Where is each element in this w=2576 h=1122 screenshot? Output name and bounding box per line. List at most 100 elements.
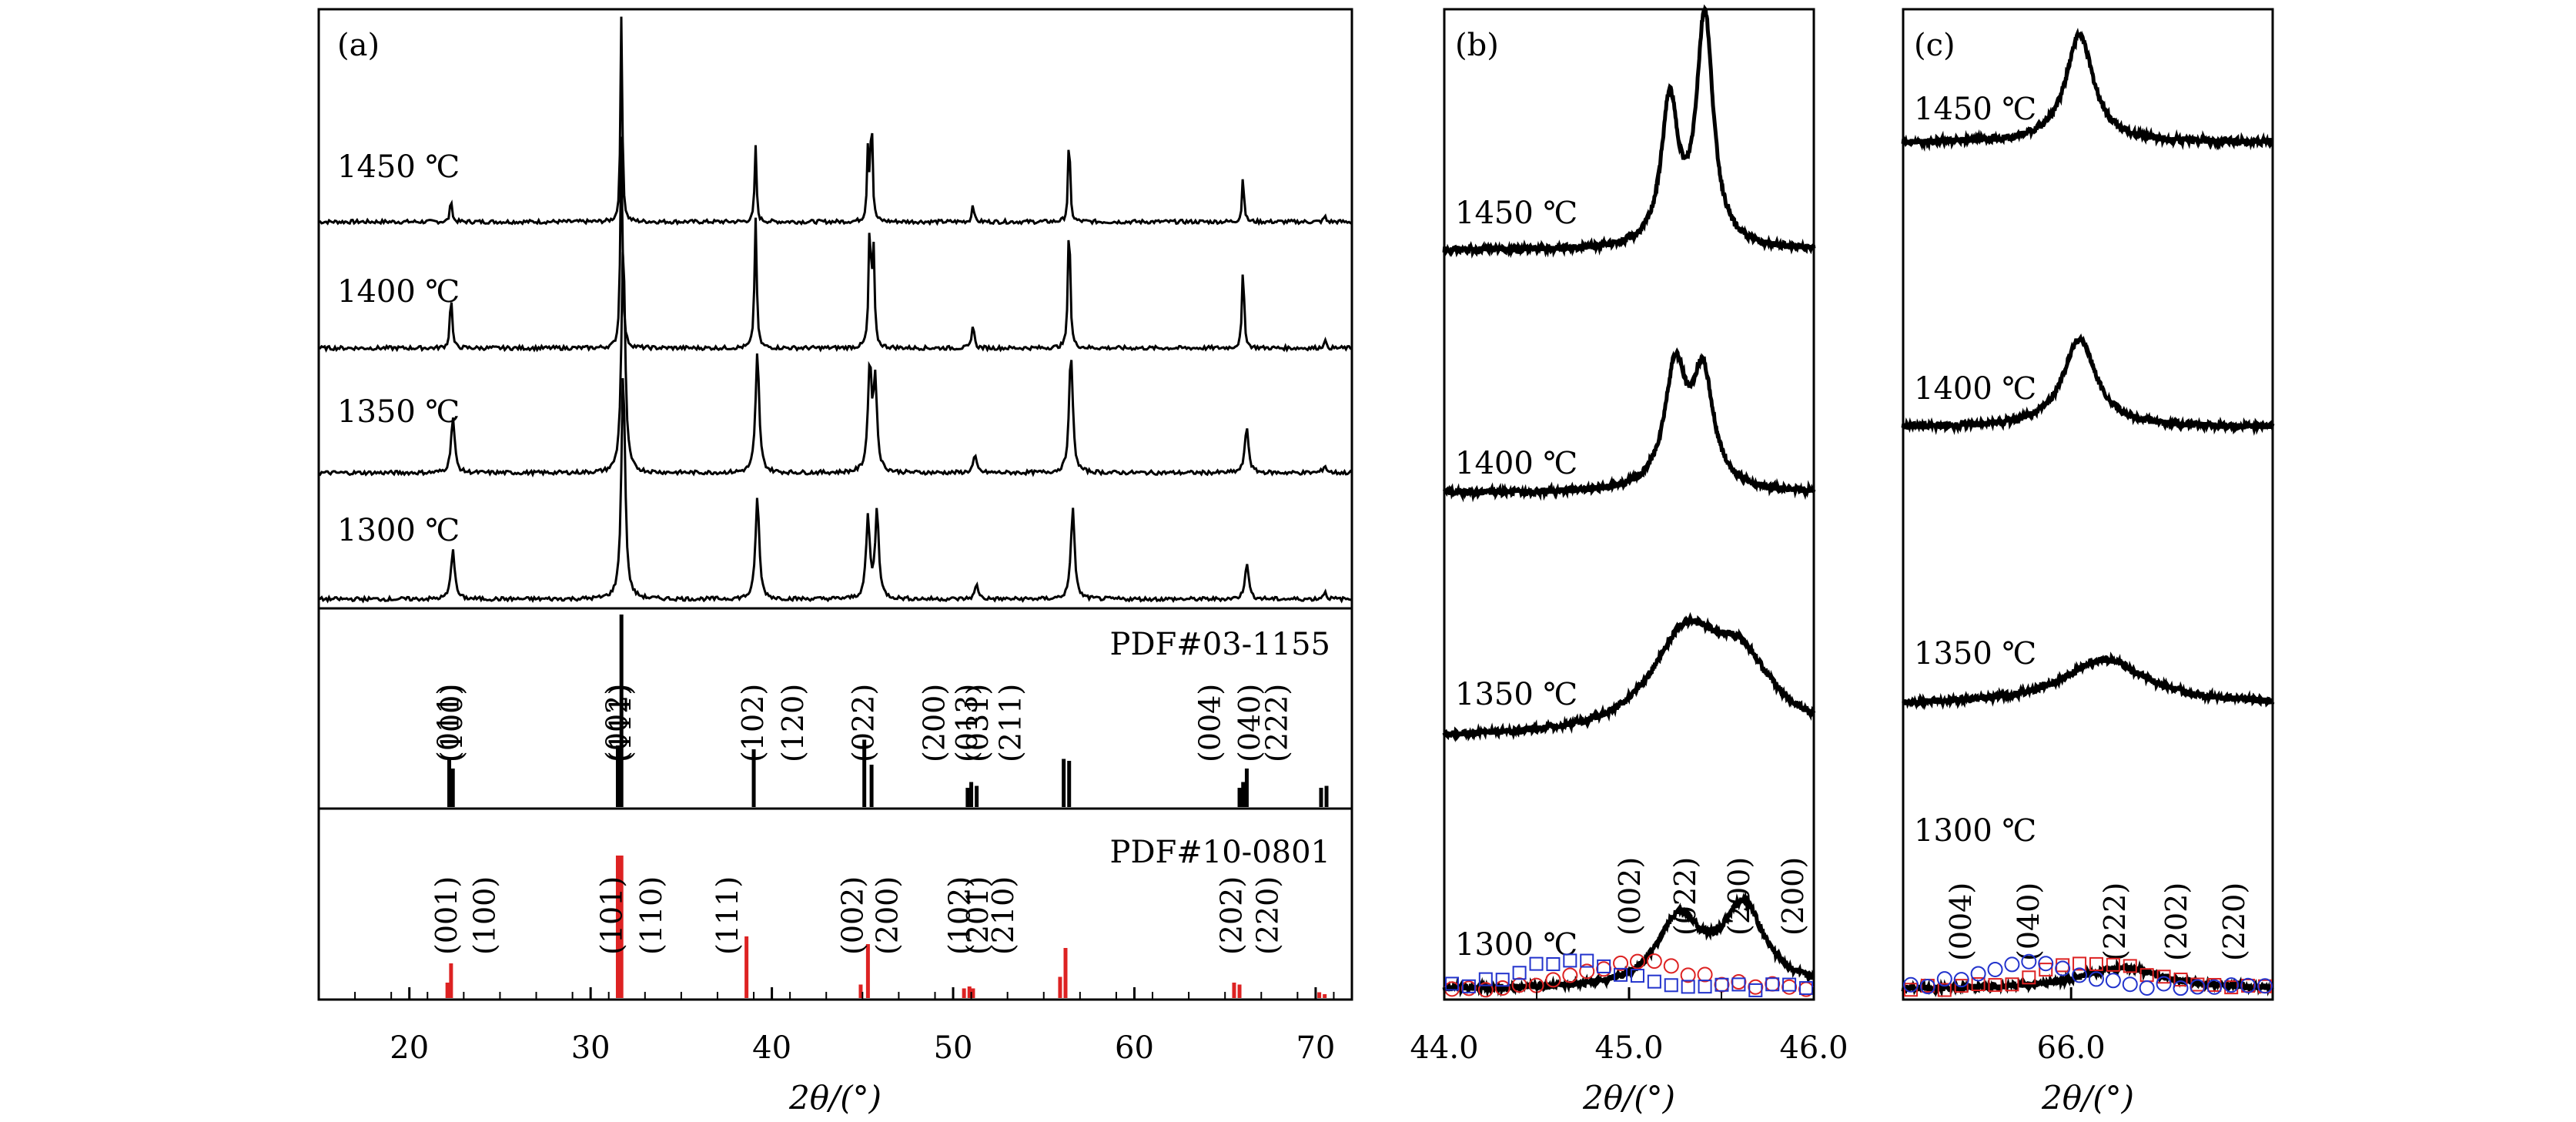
hkl-label: (100) <box>468 876 502 955</box>
fit-marker <box>1782 977 1797 992</box>
fit-marker <box>1664 978 1678 993</box>
fit-marker <box>2055 960 2071 976</box>
fit-marker <box>1970 966 1986 982</box>
fit-marker <box>1919 979 1935 995</box>
fit-marker <box>1697 966 1713 983</box>
hkl-label: (001) <box>430 876 463 955</box>
series-line <box>1901 958 2274 998</box>
fit-marker <box>2005 977 2019 992</box>
series-label: 1300 ℃ <box>1914 813 2036 849</box>
hkl-label: (013) <box>950 684 984 762</box>
x-tick-label: 60 <box>1115 1030 1154 1066</box>
series-label: 1450 ℃ <box>1914 92 2036 127</box>
series-line <box>1442 891 1815 998</box>
x-tick-label: 44.0 <box>1410 1030 1478 1066</box>
hkl-label: (102) <box>942 876 976 955</box>
fit-marker <box>1953 972 1969 988</box>
hkl-label: (200) <box>870 876 904 955</box>
panel-a-xlabel: 2θ/(°) <box>788 1079 882 1117</box>
x-tick-label: 20 <box>390 1030 429 1066</box>
hkl-label: (040) <box>1233 684 1266 762</box>
series-line <box>318 16 1353 226</box>
fit-marker <box>2021 953 2037 970</box>
fit-marker <box>1597 959 1611 973</box>
series-label: 1400 ℃ <box>1914 371 2036 407</box>
hkl-label: (220) <box>1251 876 1285 955</box>
fit-marker <box>1629 953 1645 970</box>
fit-marker <box>1680 967 1696 983</box>
series-label: 1350 ℃ <box>1455 677 1577 712</box>
fit-marker <box>2004 956 2020 973</box>
hkl-label: (202) <box>1215 876 1249 955</box>
fit-marker <box>1698 980 1712 994</box>
fit-marker <box>1714 976 1730 993</box>
hkl-label: (200) <box>917 684 951 762</box>
fit-marker <box>1971 977 1986 992</box>
series-label: 1400 ℃ <box>337 274 460 310</box>
hkl-label: (022) <box>847 684 881 762</box>
series-line <box>1902 651 2275 711</box>
fit-marker <box>1580 953 1594 968</box>
fit-marker <box>1765 977 1780 992</box>
hkl-label: (202) <box>2159 883 2193 961</box>
x-tick-label: 45.0 <box>1594 1030 1663 1066</box>
series-line <box>1442 347 1816 503</box>
hkl-label: (031) <box>961 684 995 762</box>
fit-marker <box>1630 969 1644 983</box>
fit-marker <box>2022 970 2036 985</box>
hkl-label: (201) <box>961 876 995 955</box>
hkl-label: (002) <box>836 876 870 955</box>
hkl-label: (040) <box>2012 883 2046 961</box>
fit-marker <box>2088 971 2104 987</box>
hkl-label: (211) <box>993 684 1027 762</box>
fit-marker <box>2105 973 2121 989</box>
panel-b: (b) 1450 ℃ 1400 ℃ 1350 ℃ 1300 ℃ (002) (022) (2… <box>1410 4 1848 1117</box>
fit-marker <box>1647 974 1661 989</box>
fit-marker <box>1445 976 1459 991</box>
fit-marker <box>2139 980 2155 996</box>
hkl-label: (022) <box>1668 857 1702 936</box>
fit-marker <box>1494 980 1510 996</box>
reference-name: PDF#10-0801 <box>1110 835 1330 870</box>
fit-marker <box>1477 982 1494 998</box>
series-label: 1450 ℃ <box>1455 196 1577 231</box>
hkl-label: (002) <box>1613 857 1647 936</box>
series-label: 1300 ℃ <box>337 513 460 548</box>
fit-marker <box>1936 971 1952 987</box>
fit-marker <box>2122 976 2138 993</box>
series-line <box>318 378 1353 604</box>
fit-marker <box>2206 979 2223 995</box>
series-line <box>318 136 1353 353</box>
fit-marker <box>2072 967 2088 983</box>
hkl-label: (101) <box>594 876 628 955</box>
fit-marker <box>1529 956 1544 971</box>
hkl-label: (111) <box>604 684 637 762</box>
hkl-label: (111) <box>711 876 744 955</box>
fit-marker <box>1562 967 1578 983</box>
fit-marker <box>1781 979 1798 995</box>
fit-marker <box>1715 977 1729 992</box>
fit-marker <box>1663 958 1679 974</box>
x-tick-label: 46.0 <box>1779 1030 1848 1066</box>
fit-marker <box>1579 963 1595 980</box>
hkl-label: (222) <box>1260 684 1293 762</box>
hkl-label: (210) <box>986 876 1020 955</box>
fit-marker <box>1512 966 1527 980</box>
hkl-label: (004) <box>1193 684 1226 762</box>
fit-marker <box>1731 974 1747 990</box>
fit-marker <box>2038 956 2054 972</box>
fit-marker <box>1954 979 1969 993</box>
panel-a-label: (a) <box>337 28 380 63</box>
series-label: 1300 ℃ <box>1455 927 1577 963</box>
fit-marker <box>1799 981 1813 996</box>
x-tick-label: 30 <box>571 1030 611 1066</box>
fit-marker <box>1987 961 2003 977</box>
hkl-label: (011) <box>432 684 466 762</box>
fit-marker <box>1478 972 1493 986</box>
fit-marker <box>2156 970 2171 984</box>
fit-marker <box>1904 983 1918 997</box>
hkl-label: (222) <box>2098 883 2132 961</box>
hkl-label: (102) <box>736 684 770 762</box>
